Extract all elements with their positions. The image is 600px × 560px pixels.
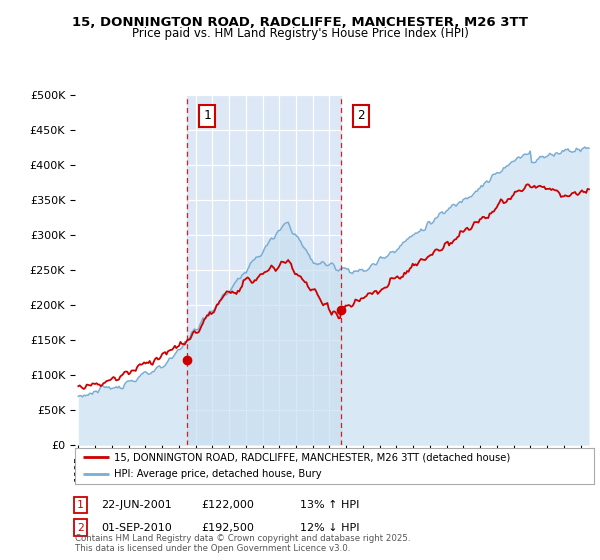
Text: Contains HM Land Registry data © Crown copyright and database right 2025.
This d: Contains HM Land Registry data © Crown c… [75, 534, 410, 553]
Text: 22-JUN-2001: 22-JUN-2001 [101, 500, 172, 510]
Text: 15, DONNINGTON ROAD, RADCLIFFE, MANCHESTER, M26 3TT: 15, DONNINGTON ROAD, RADCLIFFE, MANCHEST… [72, 16, 528, 29]
Text: 12% ↓ HPI: 12% ↓ HPI [300, 522, 359, 533]
Bar [187, 95, 341, 445]
Text: 13% ↑ HPI: 13% ↑ HPI [300, 500, 359, 510]
Text: 2: 2 [77, 522, 83, 533]
Text: 2: 2 [358, 109, 365, 122]
Text: 1: 1 [203, 109, 211, 122]
Text: 15, DONNINGTON ROAD, RADCLIFFE, MANCHESTER, M26 3TT (detached house): 15, DONNINGTON ROAD, RADCLIFFE, MANCHEST… [114, 452, 510, 462]
Text: 1: 1 [77, 500, 83, 510]
Text: HPI: Average price, detached house, Bury: HPI: Average price, detached house, Bury [114, 469, 322, 479]
Text: Price paid vs. HM Land Registry's House Price Index (HPI): Price paid vs. HM Land Registry's House … [131, 27, 469, 40]
Text: 01-SEP-2010: 01-SEP-2010 [101, 522, 172, 533]
Text: £192,500: £192,500 [201, 522, 254, 533]
Text: £122,000: £122,000 [201, 500, 254, 510]
